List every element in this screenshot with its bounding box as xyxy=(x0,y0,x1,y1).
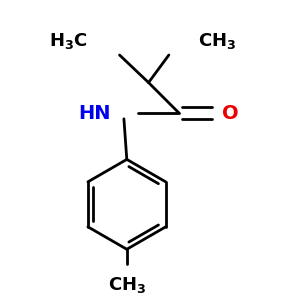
Text: $\mathregular{CH_3}$: $\mathregular{CH_3}$ xyxy=(108,275,146,296)
Text: HN: HN xyxy=(78,103,111,122)
Text: $\mathregular{CH_3}$: $\mathregular{CH_3}$ xyxy=(198,31,236,50)
Text: O: O xyxy=(223,103,239,122)
Text: $\mathregular{H_3C}$: $\mathregular{H_3C}$ xyxy=(49,31,88,50)
